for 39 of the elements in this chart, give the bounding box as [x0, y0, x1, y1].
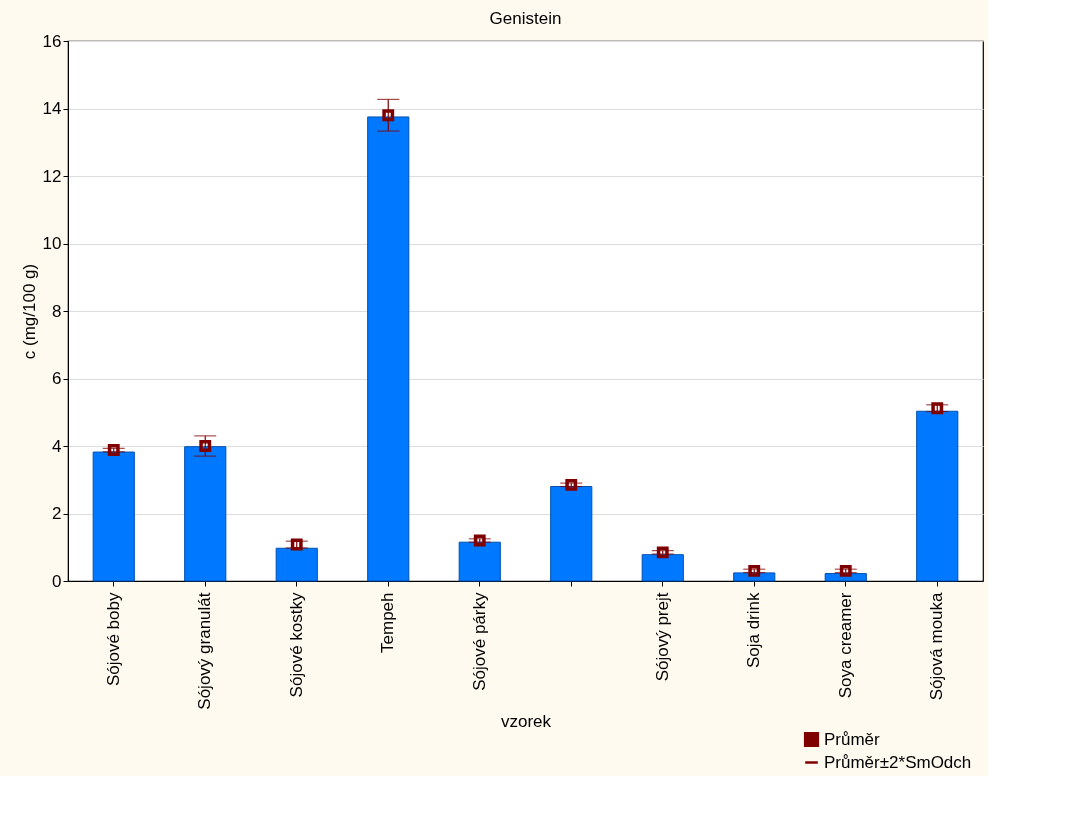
x-tick-label: Sójové kostky — [286, 592, 306, 698]
y-tick-label: 12 — [42, 166, 62, 186]
x-axis-title: vzorek — [500, 711, 552, 731]
bar — [275, 547, 318, 582]
point — [199, 440, 212, 452]
point — [107, 444, 120, 456]
bar — [916, 410, 959, 582]
y-tick-label: 8 — [52, 301, 62, 321]
x-tick-label: Sójové párky — [469, 592, 489, 691]
y-tick-label: 6 — [52, 369, 62, 388]
x-tick-label: Sójový granulát — [195, 592, 215, 710]
bar — [184, 446, 227, 582]
point — [290, 538, 303, 551]
x-tick-label: Tempeh — [378, 592, 398, 653]
bar — [458, 541, 501, 582]
legend-label: Průměr — [824, 729, 881, 749]
y-tick-label: 0 — [52, 571, 62, 591]
y-tick-label: 2 — [52, 504, 62, 523]
x-tick-label: Soya creamer — [835, 592, 855, 699]
x-tick-label: Sójová mouka — [927, 591, 947, 701]
y-tick-label: 16 — [42, 31, 62, 51]
point — [382, 109, 395, 122]
text: Průměr±2*SmOdch — [824, 752, 972, 772]
y-tick-label: 14 — [42, 99, 62, 118]
y-tick-label: 10 — [42, 234, 62, 253]
x-tick-label: Sójové boby — [103, 592, 123, 687]
bar — [641, 554, 684, 582]
point — [565, 478, 578, 491]
point — [839, 564, 852, 577]
x-tick-label: Sójový prejt — [652, 592, 672, 682]
point — [656, 546, 669, 559]
point — [748, 564, 761, 577]
y-axis-title: c (mg/100 g) — [19, 263, 39, 360]
point — [931, 402, 944, 415]
point — [473, 534, 486, 547]
chart-title: Genistein — [489, 9, 562, 28]
x-tick-label: Soja drink — [744, 592, 764, 669]
y-tick-label: 4 — [52, 436, 62, 456]
bar — [367, 116, 410, 582]
